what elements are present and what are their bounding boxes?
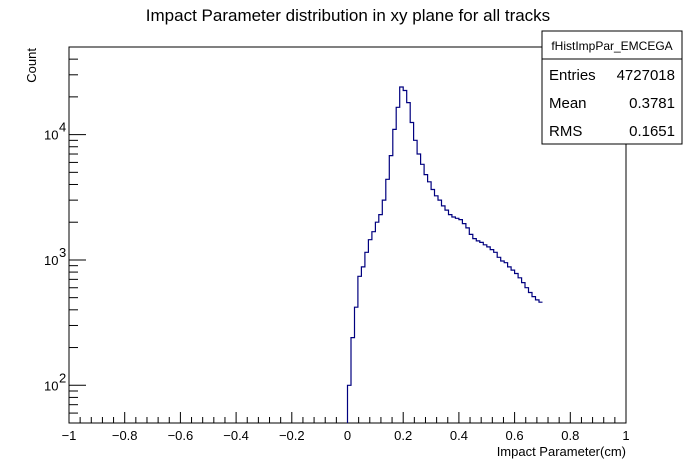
x-tick-label: −0.2 bbox=[279, 428, 305, 443]
stats-entries-value: 4727018 bbox=[617, 67, 675, 84]
stats-box-frame bbox=[541, 30, 683, 145]
y-tick-base: 10 bbox=[44, 128, 58, 143]
y-tick-label: 104 bbox=[44, 120, 66, 143]
histogram-series bbox=[346, 86, 543, 423]
stats-histogram-name: fHistImpPar_EMCEGA bbox=[551, 39, 672, 53]
y-tick-label: 102 bbox=[44, 370, 66, 393]
x-tick-label: −0.8 bbox=[112, 428, 138, 443]
y-tick-exponent: 2 bbox=[59, 370, 66, 385]
stats-rms-label: RMS bbox=[549, 123, 582, 140]
stats-box: fHistImpPar_EMCEGA Entries 4727018 Mean … bbox=[541, 30, 683, 145]
x-tick-label: 0.4 bbox=[450, 428, 468, 443]
y-axis-label: Count bbox=[24, 48, 39, 83]
y-tick-exponent: 4 bbox=[59, 120, 66, 135]
x-tick-label: −1 bbox=[62, 428, 77, 443]
x-tick-label: 0.2 bbox=[394, 428, 412, 443]
x-tick-label: 1 bbox=[622, 428, 629, 443]
x-tick-label: 0.8 bbox=[561, 428, 579, 443]
x-tick-label: 0 bbox=[344, 428, 351, 443]
y-tick-exponent: 3 bbox=[59, 245, 66, 260]
stats-mean-label: Mean bbox=[549, 95, 587, 112]
x-tick-label: −0.4 bbox=[223, 428, 249, 443]
x-axis: −1 −0.8 −0.6 −0.4 −0.2 0 0.2 0.4 0.6 0.8 1 bbox=[62, 412, 630, 443]
stats-rms-value: 0.1651 bbox=[629, 123, 675, 140]
x-tick-label: −0.6 bbox=[168, 428, 194, 443]
stats-entries-label: Entries bbox=[549, 67, 596, 84]
y-tick-base: 10 bbox=[44, 253, 58, 268]
x-tick-label: 0.6 bbox=[506, 428, 524, 443]
stats-mean-value: 0.3781 bbox=[629, 95, 675, 112]
x-axis-label: Impact Parameter(cm) bbox=[497, 444, 626, 459]
y-tick-base: 10 bbox=[44, 378, 58, 393]
y-tick-label: 103 bbox=[44, 245, 66, 268]
chart-title: Impact Parameter distribution in xy plan… bbox=[146, 6, 550, 25]
